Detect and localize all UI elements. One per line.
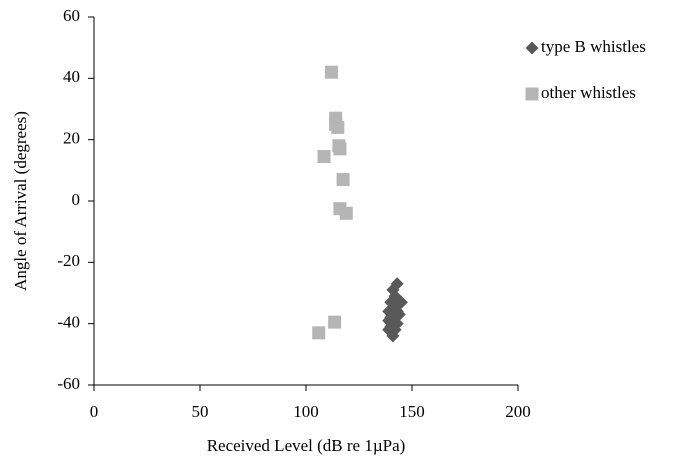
x-tick-label: 50	[192, 402, 209, 421]
marker-square	[328, 315, 342, 329]
y-tick-label: 60	[63, 6, 80, 25]
x-tick-label: 150	[399, 402, 425, 421]
y-tick-label: -40	[57, 313, 80, 332]
marker-square	[339, 206, 353, 220]
y-tick-label: 40	[63, 67, 80, 86]
y-tick-label: -20	[57, 251, 80, 270]
y-tick-label: 20	[63, 129, 80, 148]
legend-marker	[525, 87, 539, 101]
marker-square	[333, 142, 347, 156]
legend-label: other whistles	[541, 83, 636, 102]
marker-diamond	[382, 323, 396, 337]
marker-square	[324, 65, 338, 79]
x-tick-label: 100	[293, 402, 319, 421]
legend-marker	[525, 41, 539, 55]
legend-label: type B whistles	[541, 37, 646, 56]
marker-square	[312, 326, 326, 340]
x-axis-title: Received Level (dB re 1µPa)	[207, 436, 406, 455]
marker-square	[331, 120, 345, 134]
x-tick-label: 200	[505, 402, 531, 421]
x-tick-label: 0	[90, 402, 99, 421]
marker-diamond	[392, 307, 406, 321]
marker-square	[336, 173, 350, 187]
marker-square	[317, 150, 331, 164]
y-tick-label: 0	[72, 190, 81, 209]
y-tick-label: -60	[57, 374, 80, 393]
y-axis-title: Angle of Arrival (degrees)	[11, 111, 30, 291]
